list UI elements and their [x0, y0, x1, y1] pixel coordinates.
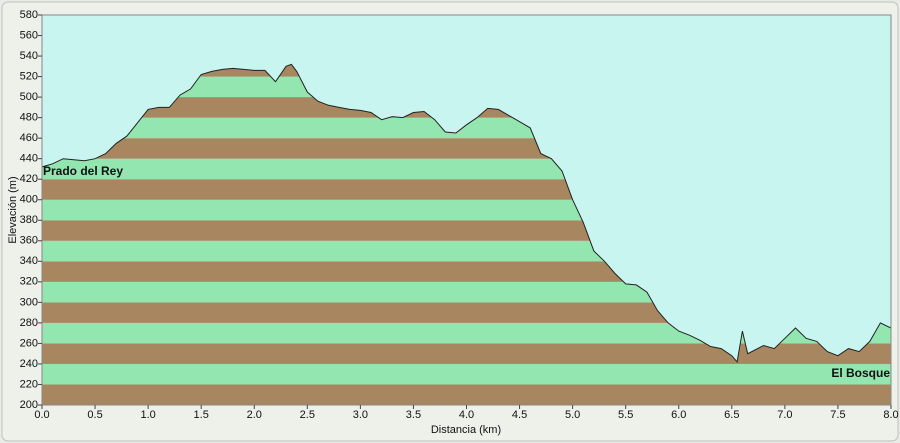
y-tick-label: 560: [20, 29, 38, 41]
x-axis-label: Distancia (km): [431, 424, 501, 436]
y-tick-label: 380: [20, 214, 38, 226]
y-tick-label: 580: [20, 9, 38, 21]
y-tick-label: 420: [20, 173, 38, 185]
y-axis-label: Elevación (m): [7, 176, 19, 243]
elevation-band: [42, 384, 891, 405]
y-tick-label: 400: [20, 194, 38, 206]
x-tick-label: 6.0: [671, 409, 686, 421]
y-tick-label: 360: [20, 235, 38, 247]
y-tick-label: 300: [20, 296, 38, 308]
y-tick-label: 220: [20, 378, 38, 390]
y-tick-label: 200: [20, 399, 38, 411]
y-tick-label: 440: [20, 153, 38, 165]
profile-line: [41, 63, 892, 364]
x-tick-label: 4.5: [512, 409, 527, 421]
x-tick-label: 3.0: [353, 409, 368, 421]
y-tick-label: 460: [20, 132, 38, 144]
x-tick-label: 3.5: [406, 409, 421, 421]
x-tick-label: 2.0: [247, 409, 262, 421]
annotation: Prado del Rey: [43, 164, 123, 178]
y-tick-label: 500: [20, 91, 38, 103]
y-tick-label: 320: [20, 276, 38, 288]
x-tick-label: 5.5: [618, 409, 633, 421]
x-tick-label: 1.5: [194, 409, 209, 421]
y-tick-label: 340: [20, 255, 38, 267]
x-tick-label: 8.0: [883, 409, 898, 421]
elevation-band: [42, 363, 891, 385]
y-tick-label: 280: [20, 317, 38, 329]
x-tick-label: 4.0: [459, 409, 474, 421]
y-tick-label: 480: [20, 112, 38, 124]
y-tick-label: 540: [20, 50, 38, 62]
x-tick-label: 7.0: [777, 409, 792, 421]
x-tick-label: 0.5: [87, 409, 102, 421]
x-tick-label: 7.5: [830, 409, 845, 421]
annotation: El Bosque: [831, 366, 890, 380]
y-tick-label: 260: [20, 337, 38, 349]
y-tick-label: 520: [20, 70, 38, 82]
x-tick-label: 1.0: [140, 409, 155, 421]
x-tick-label: 5.0: [565, 409, 580, 421]
x-tick-label: 0.0: [34, 409, 49, 421]
x-tick-label: 2.5: [300, 409, 315, 421]
x-tick-label: 6.5: [724, 409, 739, 421]
y-tick-label: 240: [20, 358, 38, 370]
elevation-band: [42, 343, 891, 364]
